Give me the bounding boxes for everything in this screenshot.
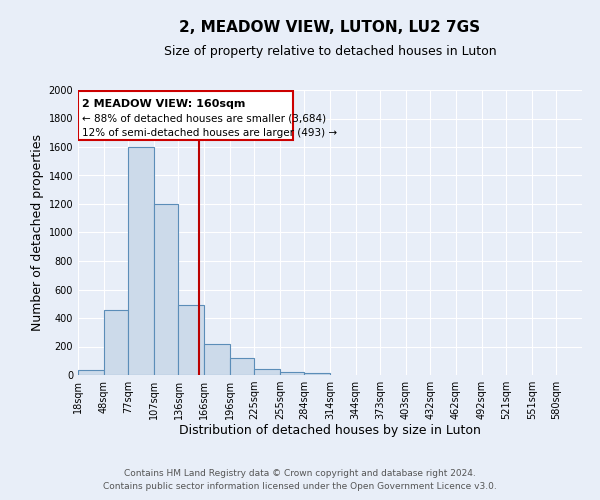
Text: Contains HM Land Registry data © Crown copyright and database right 2024.: Contains HM Land Registry data © Crown c… [124, 468, 476, 477]
Text: 2, MEADOW VIEW, LUTON, LU2 7GS: 2, MEADOW VIEW, LUTON, LU2 7GS [179, 20, 481, 35]
Bar [254, 368, 280, 375]
X-axis label: Distribution of detached houses by size in Luton: Distribution of detached houses by size … [179, 424, 481, 436]
Bar [280, 372, 304, 375]
Text: 2 MEADOW VIEW: 160sqm: 2 MEADOW VIEW: 160sqm [82, 98, 245, 108]
Bar [78, 370, 104, 375]
Bar [154, 204, 178, 375]
Bar [104, 310, 128, 375]
FancyBboxPatch shape [78, 92, 293, 140]
Bar [304, 373, 330, 375]
Text: 12% of semi-detached houses are larger (493) →: 12% of semi-detached houses are larger (… [82, 128, 337, 138]
Text: ← 88% of detached houses are smaller (3,684): ← 88% of detached houses are smaller (3,… [82, 113, 326, 123]
Bar [230, 358, 254, 375]
Bar [204, 344, 230, 375]
Text: Size of property relative to detached houses in Luton: Size of property relative to detached ho… [164, 45, 496, 58]
Bar [178, 305, 204, 375]
Bar [128, 147, 154, 375]
Y-axis label: Number of detached properties: Number of detached properties [31, 134, 44, 331]
Text: Contains public sector information licensed under the Open Government Licence v3: Contains public sector information licen… [103, 482, 497, 491]
